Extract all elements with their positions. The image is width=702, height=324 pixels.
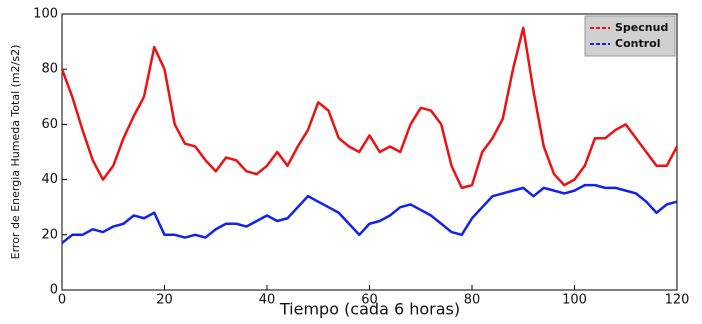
y-tick-label: 20 (41, 227, 58, 242)
x-tick-label: 60 (361, 293, 378, 308)
x-axis-label: Tiempo (cada 6 horas) (279, 300, 460, 319)
x-tick-label: 0 (58, 293, 66, 308)
y-tick-label: 80 (41, 62, 58, 77)
legend-box (584, 15, 676, 57)
y-axis-label: Error de Energia Humeda Total (m2/s2) (9, 45, 22, 260)
x-tick-label: 120 (665, 293, 690, 308)
x-tick-label: 20 (156, 293, 173, 308)
y-tick-label: 0 (50, 283, 58, 298)
x-tick-label: 40 (259, 293, 276, 308)
series-line (61, 183, 678, 245)
series-line (60, 26, 679, 190)
legend-label: Specnud (615, 21, 668, 34)
x-tick-label: 80 (464, 293, 481, 308)
y-tick-label: 100 (33, 7, 58, 22)
y-tick-label: 40 (41, 172, 58, 187)
y-tick-label: 60 (41, 117, 58, 132)
legend-label: Control (615, 37, 660, 50)
x-tick-label: 100 (562, 293, 587, 308)
